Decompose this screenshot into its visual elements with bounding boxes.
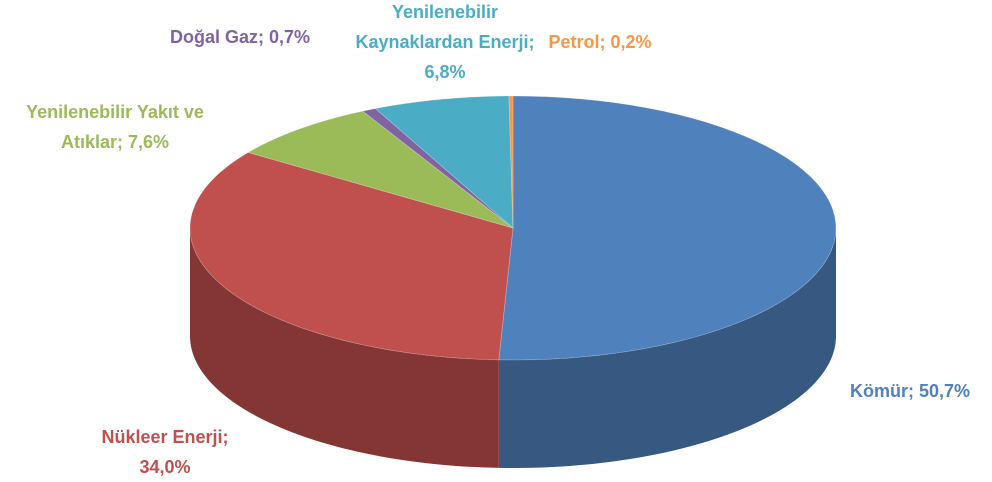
pie-slice — [361, 108, 514, 229]
pie-slice — [498, 95, 837, 361]
data-label: Kömür; 50,7% — [849, 381, 971, 401]
pie-slice-side — [498, 228, 836, 468]
pie-slice-side — [190, 228, 499, 468]
data-label: Yenilenebilir Kaynaklardan Enerji; 6,8% — [355, 2, 535, 82]
pie-slice — [508, 95, 514, 229]
data-label: Doğal Gaz; 0,7% — [169, 27, 311, 47]
pie-slice — [247, 110, 514, 229]
data-label: Nükleer Enerji; 34,0% — [101, 427, 229, 477]
data-label: Petrol; 0,2% — [548, 32, 652, 52]
pie-slice — [374, 95, 514, 229]
pie-slice — [189, 152, 514, 361]
data-label: Yenilenebilir Yakıt ve Atıklar; 7,6% — [26, 102, 204, 152]
